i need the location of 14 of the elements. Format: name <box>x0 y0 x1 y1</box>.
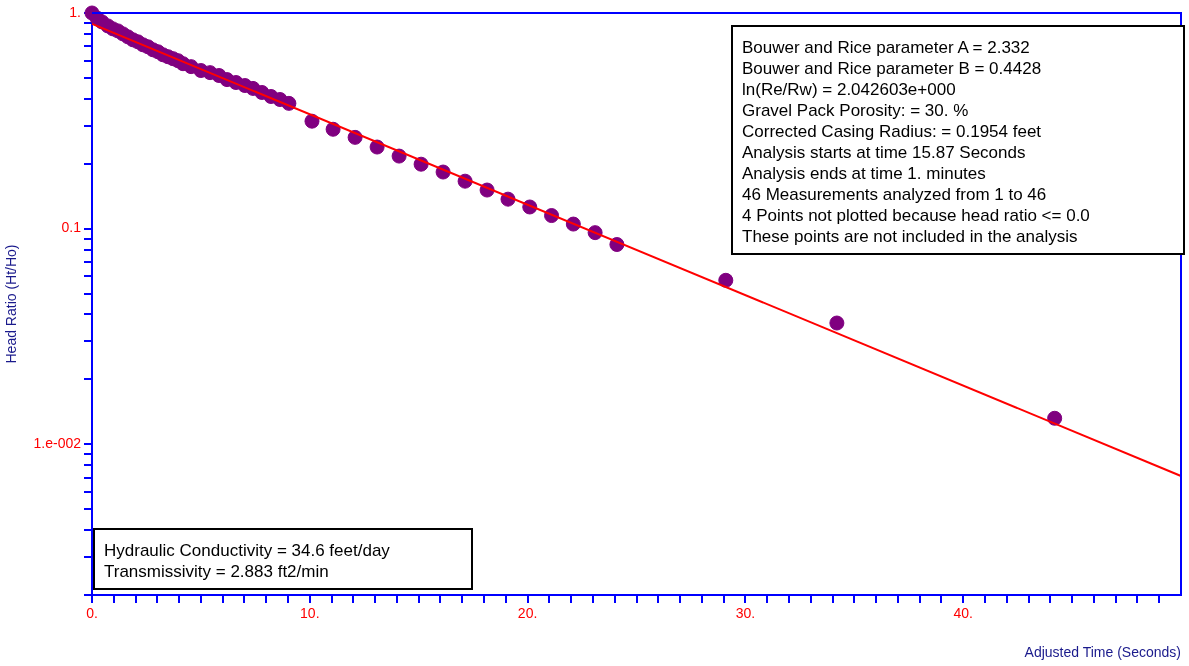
x-tick-label: 30. <box>735 605 756 622</box>
y-tick-label: 1. <box>69 3 81 20</box>
x-tick-label: 20. <box>517 605 538 622</box>
point <box>718 272 734 288</box>
point <box>829 315 845 331</box>
x-tick-label: 10. <box>300 605 320 622</box>
y-tick-label: 1.e-002 <box>33 435 82 452</box>
x-axis-title: Adjusted Time (Seconds) <box>1024 644 1181 661</box>
x-tick-label: 0. <box>86 605 98 622</box>
y-axis-title: Head Ratio (Ht/Ho) <box>3 244 20 364</box>
note-box: Bouwer and Rice parameter A = 2.332 Bouwer and Rice parameter B = 0.4428 ln(Re/Rw) = 2.042603e+000 Gravel Pack Porosity: = 30. % Corrected Casing Radius: = 0.1954 feet Analysis starts at time 15.87 Seconds Analysis ends at time 1. minutes 46 Measurements analyzed from 1 to 46 4 Points not plotted because head ratio <= 0.0 These points are not included in the analysis <box>731 25 1185 255</box>
y-tick-label: 0.1 <box>61 219 82 236</box>
x-tick-label: 40. <box>953 605 973 622</box>
note-box: Hydraulic Conductivity = 34.6 feet/day Transmissivity = 2.883 ft2/min <box>93 528 473 590</box>
